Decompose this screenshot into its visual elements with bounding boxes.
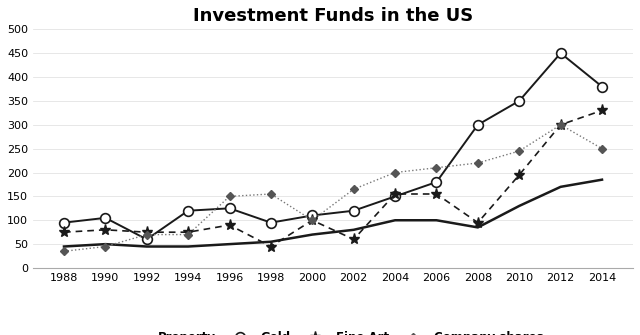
Gold bbox=[267, 221, 275, 225]
Line: Company shares: Company shares bbox=[61, 122, 605, 254]
Gold bbox=[308, 213, 316, 217]
Line: Property: Property bbox=[64, 180, 602, 247]
Fine Art bbox=[102, 228, 109, 232]
Property bbox=[184, 245, 192, 249]
Gold bbox=[143, 237, 150, 241]
Company shares bbox=[308, 218, 316, 222]
Property bbox=[226, 242, 234, 246]
Property bbox=[350, 228, 358, 232]
Line: Fine Art: Fine Art bbox=[58, 105, 607, 252]
Gold bbox=[226, 206, 234, 210]
Property bbox=[267, 240, 275, 244]
Legend: Property, Gold, Fine Art, Company shares: Property, Gold, Fine Art, Company shares bbox=[118, 326, 548, 335]
Company shares bbox=[267, 192, 275, 196]
Fine Art bbox=[598, 109, 606, 113]
Company shares bbox=[143, 232, 150, 237]
Gold bbox=[350, 209, 358, 213]
Property bbox=[308, 232, 316, 237]
Fine Art bbox=[60, 230, 68, 234]
Company shares bbox=[60, 249, 68, 253]
Property bbox=[557, 185, 564, 189]
Fine Art bbox=[267, 245, 275, 249]
Fine Art bbox=[391, 192, 399, 196]
Gold bbox=[474, 123, 482, 127]
Company shares bbox=[226, 194, 234, 198]
Property bbox=[515, 204, 523, 208]
Property bbox=[474, 225, 482, 229]
Fine Art bbox=[350, 237, 358, 241]
Property bbox=[391, 218, 399, 222]
Fine Art bbox=[184, 230, 192, 234]
Gold bbox=[515, 99, 523, 103]
Company shares bbox=[350, 187, 358, 191]
Fine Art bbox=[143, 230, 150, 234]
Gold bbox=[598, 84, 606, 88]
Gold bbox=[557, 51, 564, 55]
Company shares bbox=[598, 147, 606, 151]
Company shares bbox=[102, 245, 109, 249]
Company shares bbox=[391, 171, 399, 175]
Gold bbox=[60, 221, 68, 225]
Fine Art bbox=[557, 123, 564, 127]
Gold bbox=[102, 216, 109, 220]
Line: Gold: Gold bbox=[59, 48, 607, 244]
Fine Art bbox=[474, 221, 482, 225]
Property bbox=[598, 178, 606, 182]
Fine Art bbox=[433, 192, 440, 196]
Company shares bbox=[433, 166, 440, 170]
Company shares bbox=[474, 161, 482, 165]
Company shares bbox=[184, 232, 192, 237]
Property bbox=[102, 242, 109, 246]
Gold bbox=[184, 209, 192, 213]
Property bbox=[60, 245, 68, 249]
Company shares bbox=[557, 123, 564, 127]
Fine Art bbox=[515, 173, 523, 177]
Gold bbox=[391, 194, 399, 198]
Company shares bbox=[515, 149, 523, 153]
Title: Investment Funds in the US: Investment Funds in the US bbox=[193, 7, 473, 25]
Fine Art bbox=[226, 223, 234, 227]
Fine Art bbox=[308, 218, 316, 222]
Property bbox=[143, 245, 150, 249]
Gold bbox=[433, 180, 440, 184]
Property bbox=[433, 218, 440, 222]
